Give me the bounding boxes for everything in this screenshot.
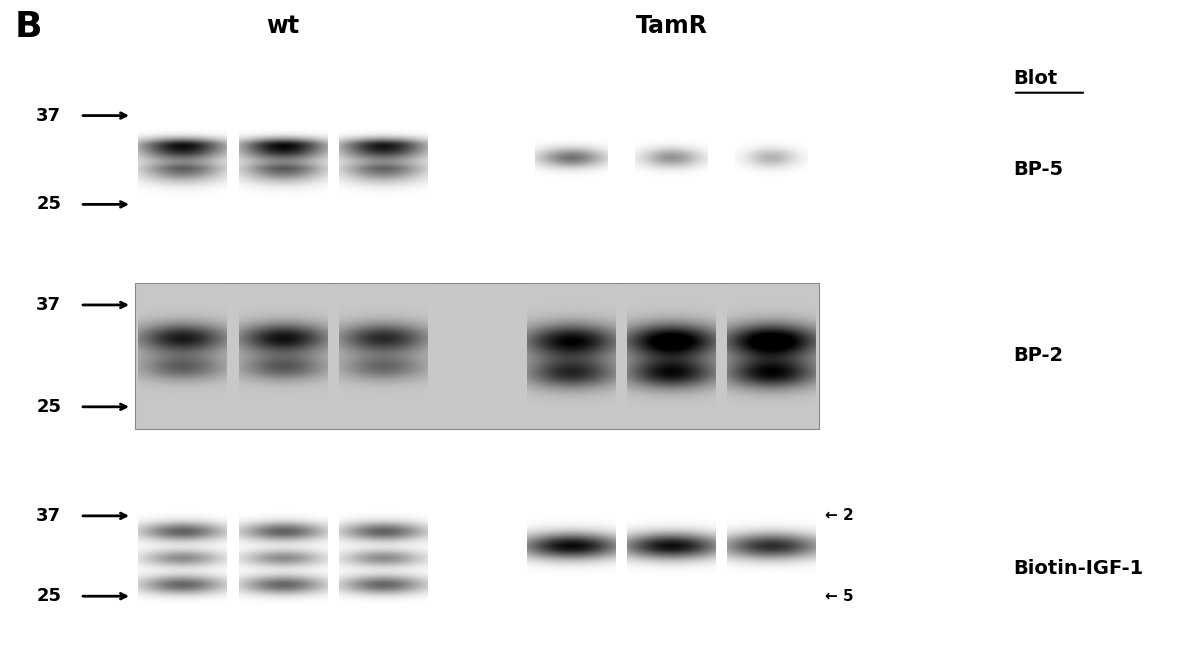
Text: 25: 25 — [37, 195, 61, 214]
Text: 37: 37 — [37, 106, 61, 125]
Text: BP-2: BP-2 — [1012, 346, 1063, 366]
Text: B: B — [14, 10, 41, 44]
Text: 25: 25 — [37, 398, 61, 416]
Bar — [135, 283, 819, 429]
Text: 37: 37 — [37, 296, 61, 314]
Text: ← 2: ← 2 — [825, 509, 854, 523]
Text: BP-5: BP-5 — [1012, 160, 1063, 180]
Text: wt: wt — [267, 14, 300, 38]
Text: TamR: TamR — [635, 14, 707, 38]
Text: Blot: Blot — [1012, 69, 1057, 88]
Text: Biotin-IGF-1: Biotin-IGF-1 — [1012, 558, 1143, 578]
Text: 25: 25 — [37, 587, 61, 605]
Text: ← 5: ← 5 — [825, 589, 853, 603]
Text: 37: 37 — [37, 507, 61, 525]
